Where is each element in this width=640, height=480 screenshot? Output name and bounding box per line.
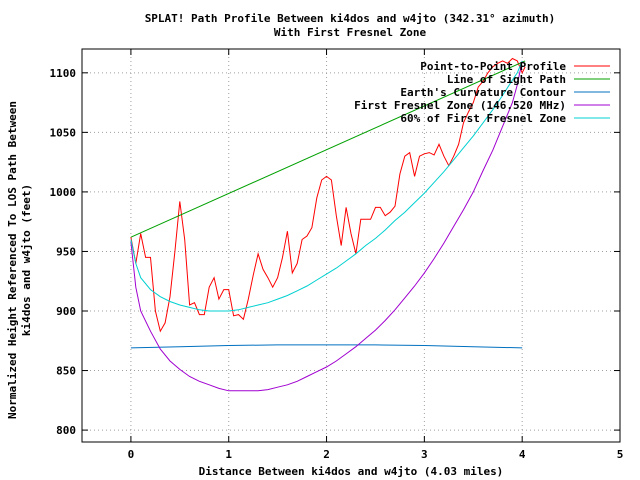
grid xyxy=(82,49,620,442)
y-tick-label: 900 xyxy=(56,305,76,318)
x-tick-label: 1 xyxy=(225,448,232,461)
chart-title: SPLAT! Path Profile Between ki4dos and w… xyxy=(145,12,556,25)
y-tick-label: 1100 xyxy=(50,67,77,80)
x-tick-label: 2 xyxy=(323,448,330,461)
legend-label: Earth's Curvature Contour xyxy=(400,86,566,99)
series-line-60-of-first-fresnel-zone xyxy=(130,60,523,312)
chart-subtitle: With First Fresnel Zone xyxy=(274,26,427,39)
axis-ticks: 0 1 2 3 4 5 800 850 900 950 1000 1050 1100 xyxy=(50,49,624,461)
x-tick-label: 4 xyxy=(519,448,526,461)
legend-label: First Fresnel Zone (146.520 MHz) xyxy=(354,99,566,112)
y-tick-label: 800 xyxy=(56,424,76,437)
y-tick-label: 1000 xyxy=(50,186,77,199)
legend-label: Line of Sight Path xyxy=(447,73,566,86)
series-line-point-to-point-profile xyxy=(130,57,526,333)
x-tick-label: 0 xyxy=(128,448,135,461)
y-tick-label: 1050 xyxy=(50,126,77,139)
legend-label: 60% of First Fresnel Zone xyxy=(400,112,566,125)
y-tick-label: 950 xyxy=(56,245,76,258)
plot-frame xyxy=(81,48,621,443)
legend-label: Point-to-Point Profile xyxy=(420,60,566,73)
y-tick-label: 850 xyxy=(56,365,76,378)
y-axis-label-line2: ki4dos and w4jto (feet) xyxy=(20,184,33,336)
data-series xyxy=(130,57,526,392)
series-line-earth-s-curvature-contour xyxy=(130,344,523,349)
x-tick-label: 3 xyxy=(421,448,428,461)
x-tick-label: 5 xyxy=(617,448,624,461)
y-axis-label-line1: Normalized Height Referenced To LOS Path… xyxy=(6,101,19,419)
series-line-first-fresnel-zone-146-520-mhz xyxy=(130,60,523,392)
series-line-line-of-sight-path xyxy=(130,60,526,238)
x-axis-label: Distance Between ki4dos and w4jto (4.03 … xyxy=(199,465,504,478)
